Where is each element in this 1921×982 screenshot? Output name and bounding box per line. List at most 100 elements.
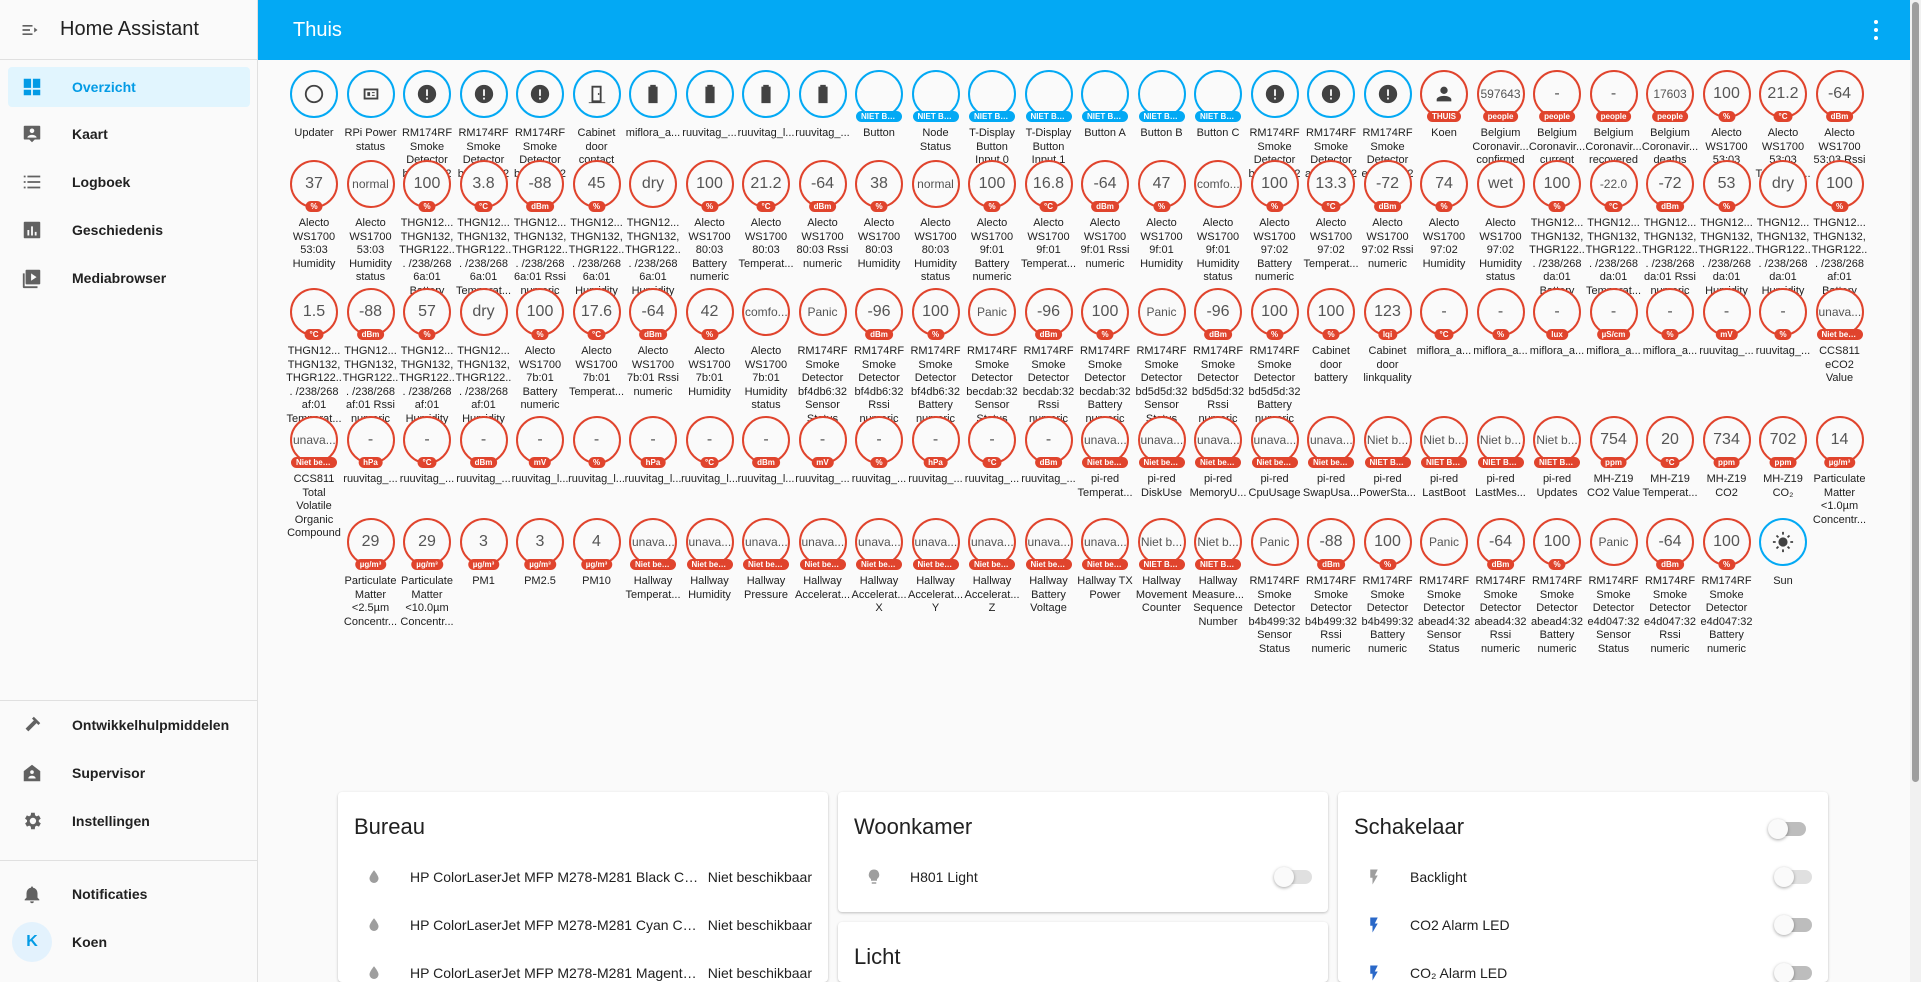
- state-badge[interactable]: 42% Alecto WS1700 7b:01 Humidity: [682, 288, 738, 399]
- sidebar-item-overzicht[interactable]: Overzicht: [8, 67, 250, 107]
- state-badge[interactable]: 21.2 °C Alecto WS1700 80:03 Temperat...: [738, 160, 794, 271]
- state-badge[interactable]: 100% RM174RF Smoke Detector b4b499:32 Bat…: [1360, 518, 1416, 656]
- state-badge[interactable]: 100% Cabinet door battery: [1303, 288, 1359, 386]
- state-badge[interactable]: NIET BE...T-Display Button Input 1: [1021, 70, 1077, 168]
- state-badge[interactable]: NIET BE... Button: [851, 70, 907, 141]
- state-badge[interactable]: -88 dBm THGN12... THGN132, THGR122... /238…: [512, 160, 568, 298]
- state-badge[interactable]: unava... Niet bes... Hallway Battery Volta…: [1021, 518, 1077, 616]
- state-badge[interactable]: unava... Niet bes... CCS811 Total Volatile…: [286, 416, 342, 541]
- state-badge[interactable]: -72 dBm Alecto WS1700 97:02 Rssi numeric: [1360, 160, 1416, 271]
- state-badge[interactable]: Niet b... NIET BE... pi-red LastBoot: [1416, 416, 1472, 500]
- state-badge[interactable]: Updater: [286, 70, 342, 141]
- switch-toggle[interactable]: [1774, 915, 1812, 935]
- state-badge[interactable]: ruuvitag_...: [795, 70, 851, 141]
- sidebar-item-notificaties[interactable]: Notificaties: [8, 874, 250, 914]
- state-badge[interactable]: unava... Niet bes... Hallway Humidity: [682, 518, 738, 602]
- state-badge[interactable]: 20 °C MH-Z19 Temperat...: [1642, 416, 1698, 500]
- entity-row[interactable]: HP ColorLaserJet MFP M278-M281 Black Car…: [354, 857, 812, 897]
- state-badge[interactable]: - mV ruuvitag_...: [795, 416, 851, 487]
- scrollbar-thumb[interactable]: [1912, 2, 1919, 782]
- state-badge[interactable]: 100% RM174RF Smoke Detector bd5d5d:32 Bat…: [1247, 288, 1303, 426]
- light-toggle[interactable]: [1274, 867, 1312, 887]
- state-badge[interactable]: -64 dBm Alecto WS1700 9f:01 Rssi numeric: [1077, 160, 1133, 271]
- state-badge[interactable]: unava... Niet bes... CCS811 eCO2 Value: [1812, 288, 1868, 386]
- state-badge[interactable]: - mV ruuvitag_l...: [512, 416, 568, 487]
- state-badge[interactable]: unava... Niet bes... pi-red MemoryU...: [1190, 416, 1246, 500]
- state-badge[interactable]: Niet b... NIET BE... pi-red PowerSta...: [1359, 416, 1416, 500]
- state-badge[interactable]: - °C ruuvitag_...: [399, 416, 455, 487]
- state-badge[interactable]: comfo... Alecto WS1700 7b:01 Humidity sta…: [738, 288, 794, 413]
- state-badge[interactable]: unava... Niet bes... pi-red Temperat...: [1077, 416, 1133, 500]
- state-badge[interactable]: 100% RM174RF Smoke Detector bf4db6:32 Bat…: [908, 288, 964, 426]
- state-badge[interactable]: unava... Niet bes... Hallway Accelerat... …: [908, 518, 964, 616]
- state-badge[interactable]: 29 µg/m³ Particulate Matter <10.0µm Concen…: [399, 518, 455, 629]
- state-badge[interactable]: -22.0 °C THGN12... THGN132, THGR122... /23…: [1586, 160, 1642, 298]
- state-badge[interactable]: normal Alecto WS1700 53:03 Humidity statu…: [343, 160, 399, 285]
- state-badge[interactable]: Panic RM174RF Smoke Detector b4b499:32 Se…: [1247, 518, 1303, 656]
- switch-toggle[interactable]: [1774, 867, 1812, 887]
- state-badge[interactable]: Panic RM174RF Smoke Detector becdab:32 Se…: [964, 288, 1020, 426]
- state-badge[interactable]: Panic RM174RF Smoke Detector bd5d5d:32 Se…: [1134, 288, 1190, 426]
- sidebar-item-kaart[interactable]: Kaart: [8, 114, 250, 154]
- state-badge[interactable]: Panic RM174RF Smoke Detector e4d047:32 Se…: [1586, 518, 1642, 656]
- state-badge[interactable]: 16.8 °C Alecto WS1700 9f:01 Temperat...: [1021, 160, 1077, 271]
- state-badge[interactable]: dry THGN12... THGN132, THGR122... /238/26…: [456, 288, 512, 440]
- state-badge[interactable]: Niet b... NIET BE... pi-red Updates: [1529, 416, 1585, 500]
- state-badge[interactable]: - hPa ruuvitag_...: [908, 416, 964, 487]
- state-badge[interactable]: wet Alecto WS1700 97:02 Humidity status: [1473, 160, 1529, 285]
- sidebar-item-user[interactable]: K Koen: [8, 922, 250, 962]
- state-badge[interactable]: 37% Alecto WS1700 53:03 Humidity: [286, 160, 342, 271]
- state-badge[interactable]: - °C miflora_a...: [1416, 288, 1472, 359]
- state-badge[interactable]: RM174RF Smoke Detector b4b499:32: [1247, 70, 1303, 181]
- state-badge[interactable]: 100% RM174RF Smoke Detector abead4:32 Bat…: [1529, 518, 1585, 656]
- state-badge[interactable]: -% ruuvitag_...: [851, 416, 907, 487]
- sidebar-item-logboek[interactable]: Logboek: [8, 162, 250, 202]
- state-badge[interactable]: 45% THGN12... THGN132, THGR122... /238/26…: [569, 160, 625, 298]
- state-badge[interactable]: 17.6 °C Alecto WS1700 7b:01 Temperat...: [569, 288, 625, 399]
- state-badge[interactable]: ruuvitag_l...: [738, 70, 794, 141]
- state-badge[interactable]: -96 dBm RM174RF Smoke Detector becdab:32 R…: [1021, 288, 1077, 426]
- state-badge[interactable]: 53% THGN12... THGN132, THGR122... /238/26…: [1699, 160, 1755, 298]
- state-badge[interactable]: - hPa ruuvitag_...: [343, 416, 399, 487]
- state-badge[interactable]: 17603 people Belgium Coronavir... deaths: [1642, 70, 1698, 168]
- menu-toggle-icon[interactable]: [0, 0, 60, 60]
- state-badge[interactable]: unava... Niet bes... Hallway Accelerat...: [795, 518, 851, 602]
- state-badge[interactable]: 29 µg/m³ Particulate Matter <2.5µm Concent…: [343, 518, 399, 629]
- state-badge[interactable]: unava... Niet bes... Hallway TX Power: [1077, 518, 1133, 602]
- state-badge[interactable]: unava... Niet bes... Hallway Pressure: [738, 518, 794, 602]
- state-badge[interactable]: -% miflora_a...: [1473, 288, 1529, 359]
- state-badge[interactable]: NIET BE...T-Display Button Input 0: [964, 70, 1020, 168]
- state-badge[interactable]: 100% RM174RF Smoke Detector becdab:32 Bat…: [1077, 288, 1133, 426]
- state-badge[interactable]: unava... Niet bes... Hallway Temperat...: [625, 518, 681, 602]
- state-badge[interactable]: Cabinet door contact: [569, 70, 625, 168]
- state-badge[interactable]: - °C ruuvitag_...: [964, 416, 1020, 487]
- state-badge[interactable]: unava... Niet bes... pi-red CpuUsage: [1247, 416, 1303, 500]
- state-badge[interactable]: 47% Alecto WS1700 9f:01 Humidity: [1134, 160, 1190, 271]
- state-badge[interactable]: - mV ruuvitag_...: [1699, 288, 1755, 359]
- state-badge[interactable]: 123 lqi Cabinet door linkquality: [1360, 288, 1416, 386]
- state-badge[interactable]: -96 dBm RM174RF Smoke Detector bd5d5d:32 R…: [1190, 288, 1246, 426]
- state-badge[interactable]: - dBm ruuvitag_l...: [738, 416, 794, 487]
- state-badge[interactable]: - hPa ruuvitag_l...: [625, 416, 681, 487]
- state-badge[interactable]: 734 ppm MH-Z19 CO2: [1699, 416, 1755, 500]
- state-badge[interactable]: -64 dBm RM174RF Smoke Detector e4d047:32 R…: [1642, 518, 1698, 656]
- state-badge[interactable]: 13.3 °C Alecto WS1700 97:02 Temperat...: [1303, 160, 1359, 271]
- entity-row[interactable]: HP ColorLaserJet MFP M278-M281 Magenta .…: [354, 953, 812, 982]
- state-badge[interactable]: NIET BE... Node Status: [908, 70, 964, 154]
- state-badge[interactable]: unava... Niet bes... Hallway Accelerat... …: [964, 518, 1020, 616]
- state-badge[interactable]: -% miflora_a...: [1642, 288, 1698, 359]
- state-badge[interactable]: -64 dBm RM174RF Smoke Detector abead4:32 R…: [1473, 518, 1529, 656]
- entity-row[interactable]: HP ColorLaserJet MFP M278-M281 Cyan Cart…: [354, 905, 812, 945]
- state-badge[interactable]: unava... Niet bes... pi-red DiskUse: [1134, 416, 1190, 500]
- header-toggle[interactable]: [1768, 819, 1806, 839]
- state-badge[interactable]: -% ruuvitag_...: [1755, 288, 1811, 359]
- state-badge[interactable]: 74% Alecto WS1700 97:02 Humidity: [1416, 160, 1472, 271]
- state-badge[interactable]: -64 dBm Alecto WS1700 7b:01 Rssi numeric: [625, 288, 681, 399]
- state-badge[interactable]: 3 µg/m³ PM2.5: [512, 518, 568, 589]
- state-badge[interactable]: 57% THGN12... THGN132, THGR122... /238/26…: [399, 288, 455, 426]
- state-badge[interactable]: -% ruuvitag_l...: [568, 416, 625, 487]
- state-badge[interactable]: 100% Alecto WS1700 9f:01 Battery numeric: [964, 160, 1020, 285]
- state-badge[interactable]: Niet b... NIET BE... Hallway Movement Coun…: [1134, 518, 1190, 616]
